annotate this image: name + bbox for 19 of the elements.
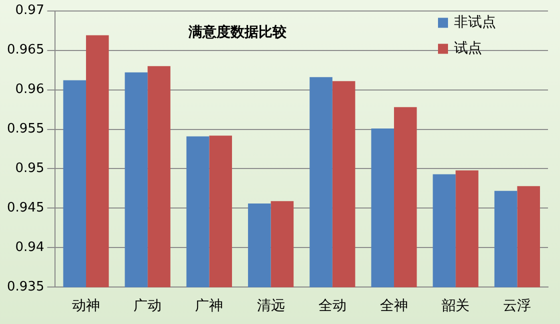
y-tick-label: 0.95 [15,161,44,176]
x-tick-label: 动神 [72,298,100,314]
y-tick-label: 0.94 [15,240,44,256]
text: 满意度数据比较 [188,23,288,40]
x-tick-label: 广神 [195,298,224,314]
x-tick-label: 全神 [380,298,408,314]
x-tick-label: 清远 [256,298,285,314]
y-tick-label: 0.935 [7,280,44,295]
y-tick-label: 0.96 [15,82,44,98]
legend-label: 试点 [454,40,482,56]
y-tick-label: 0.955 [7,122,44,137]
x-tick-label: 广动 [134,298,162,314]
x-tick-label: 韶关 [442,298,470,314]
y-tick-label: 0.965 [7,42,44,58]
y-tick-label: 0.945 [7,200,44,216]
x-tick-label: 云浮 [503,298,532,314]
x-tick-label: 全动 [318,298,346,314]
y-tick-label: 0.97 [15,3,44,18]
legend-label: 非试点 [454,14,496,30]
